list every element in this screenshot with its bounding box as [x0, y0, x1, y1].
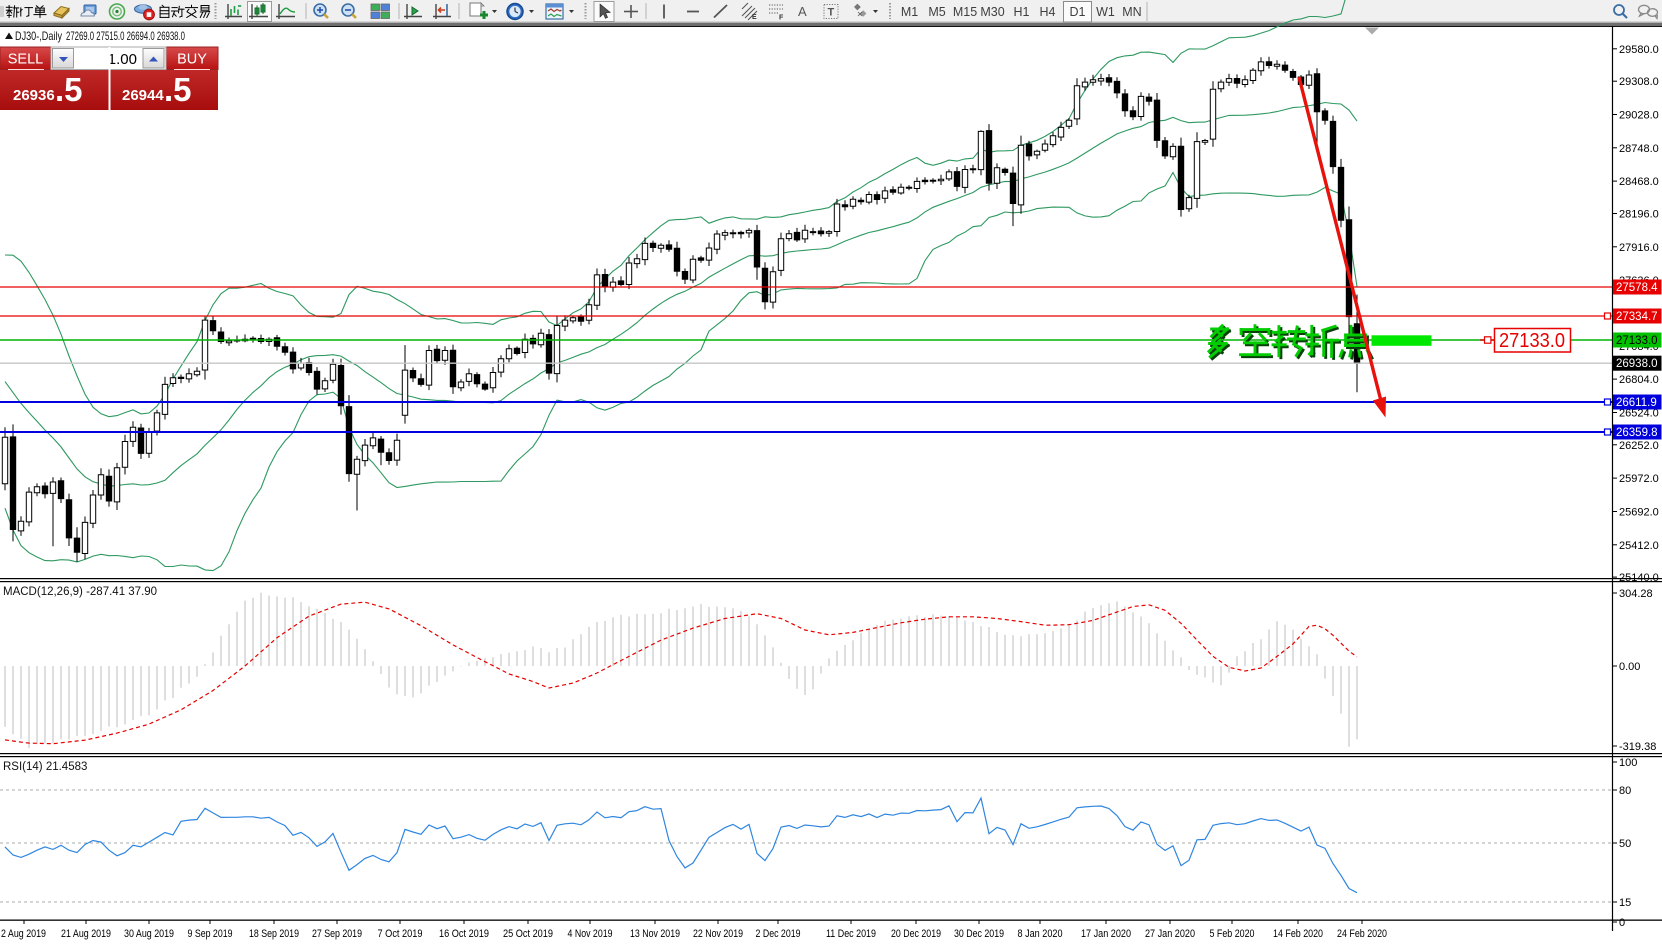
svg-text:29308.0: 29308.0 [1619, 76, 1659, 88]
svg-text:20 Dec 2019: 20 Dec 2019 [891, 928, 941, 940]
svg-text:16 Oct 2019: 16 Oct 2019 [439, 928, 489, 940]
svg-text:11 Dec 2019: 11 Dec 2019 [826, 928, 876, 940]
svg-text:21 Aug 2019: 21 Aug 2019 [61, 928, 111, 940]
svg-text:M5: M5 [928, 5, 945, 19]
svg-text:26252.0: 26252.0 [1619, 440, 1659, 452]
svg-text:80: 80 [1619, 785, 1631, 797]
svg-text:24 Feb 2020: 24 Feb 2020 [1337, 928, 1387, 940]
svg-text:13 Nov 2019: 13 Nov 2019 [630, 928, 680, 940]
svg-text:27133.0: 27133.0 [1499, 329, 1565, 352]
svg-text:26611.9: 26611.9 [1616, 397, 1657, 409]
svg-text:27269.0 27515.0 26694.0 26938.: 27269.0 27515.0 26694.0 26938.0 [66, 29, 185, 43]
svg-text:100: 100 [1619, 757, 1637, 769]
svg-text:50: 50 [1619, 838, 1631, 850]
svg-text:2 Aug 2019: 2 Aug 2019 [1, 928, 46, 940]
svg-text:MACD(12,26,9) -287.41 37.90: MACD(12,26,9) -287.41 37.90 [3, 586, 157, 598]
svg-text:M15: M15 [953, 5, 977, 19]
svg-text:9 Sep 2019: 9 Sep 2019 [188, 928, 233, 940]
svg-text:7 Oct 2019: 7 Oct 2019 [378, 928, 423, 940]
svg-text:.5: .5 [55, 71, 83, 108]
svg-text:8 Jan 2020: 8 Jan 2020 [1018, 928, 1063, 940]
svg-text:27133.0: 27133.0 [1616, 335, 1658, 347]
svg-text:14 Feb 2020: 14 Feb 2020 [1273, 928, 1323, 940]
svg-text:18 Sep 2019: 18 Sep 2019 [249, 928, 299, 940]
svg-text:M1: M1 [901, 5, 918, 19]
svg-text:M30: M30 [980, 5, 1004, 19]
svg-text:25972.0: 25972.0 [1619, 473, 1659, 485]
svg-text:30 Aug 2019: 30 Aug 2019 [124, 928, 174, 940]
svg-text:MN: MN [1122, 5, 1141, 19]
svg-text:26944: 26944 [122, 87, 164, 104]
svg-text:27 Sep 2019: 27 Sep 2019 [312, 928, 362, 940]
svg-text:T: T [828, 7, 835, 19]
svg-text:25 Oct 2019: 25 Oct 2019 [503, 928, 553, 940]
svg-text:H4: H4 [1040, 5, 1056, 19]
svg-text:W1: W1 [1096, 5, 1115, 19]
svg-text:17 Jan 2020: 17 Jan 2020 [1081, 928, 1131, 940]
svg-text:25140.0: 25140.0 [1619, 572, 1659, 584]
svg-text:28748.0: 28748.0 [1619, 143, 1659, 155]
svg-text:DJ30-,Daily: DJ30-,Daily [15, 29, 62, 43]
svg-text:0.00: 0.00 [1619, 661, 1640, 673]
svg-text:29028.0: 29028.0 [1619, 110, 1659, 122]
svg-text:29580.0: 29580.0 [1619, 44, 1659, 56]
svg-text:304.28: 304.28 [1619, 588, 1653, 600]
svg-text:A: A [798, 4, 807, 19]
svg-text:RSI(14) 21.4583: RSI(14) 21.4583 [3, 761, 87, 773]
svg-text:1.00: 1.00 [108, 51, 137, 68]
svg-text:-319.38: -319.38 [1619, 741, 1656, 753]
svg-text:.5: .5 [164, 71, 192, 108]
svg-text:27334.7: 27334.7 [1616, 311, 1658, 323]
svg-text:27578.4: 27578.4 [1616, 282, 1658, 294]
svg-text:E: E [752, 14, 757, 21]
svg-text:BUY: BUY [177, 52, 207, 68]
svg-text:H1: H1 [1014, 5, 1030, 19]
svg-text:26938.0: 26938.0 [1616, 358, 1658, 370]
svg-text:D1: D1 [1070, 5, 1086, 19]
svg-text:4 Nov 2019: 4 Nov 2019 [568, 928, 613, 940]
svg-text:28196.0: 28196.0 [1619, 209, 1659, 221]
svg-text:28468.0: 28468.0 [1619, 176, 1659, 188]
svg-text:26524.0: 26524.0 [1619, 408, 1659, 420]
svg-text:27 Jan 2020: 27 Jan 2020 [1145, 928, 1195, 940]
svg-text:25412.0: 25412.0 [1619, 540, 1659, 552]
svg-text:22 Nov 2019: 22 Nov 2019 [693, 928, 743, 940]
svg-text:26804.0: 26804.0 [1619, 374, 1659, 386]
svg-text:SELL: SELL [8, 52, 43, 68]
svg-text:2 Dec 2019: 2 Dec 2019 [756, 928, 801, 940]
svg-text:26359.8: 26359.8 [1616, 427, 1658, 439]
svg-text:15: 15 [1619, 897, 1631, 909]
svg-text:F: F [779, 15, 784, 22]
svg-text:26936: 26936 [13, 87, 55, 104]
svg-text:30 Dec 2019: 30 Dec 2019 [954, 928, 1004, 940]
svg-text:5 Feb 2020: 5 Feb 2020 [1210, 928, 1255, 940]
svg-text:0: 0 [1619, 917, 1625, 929]
svg-text:25692.0: 25692.0 [1619, 507, 1659, 519]
svg-text:27916.0: 27916.0 [1619, 242, 1659, 254]
